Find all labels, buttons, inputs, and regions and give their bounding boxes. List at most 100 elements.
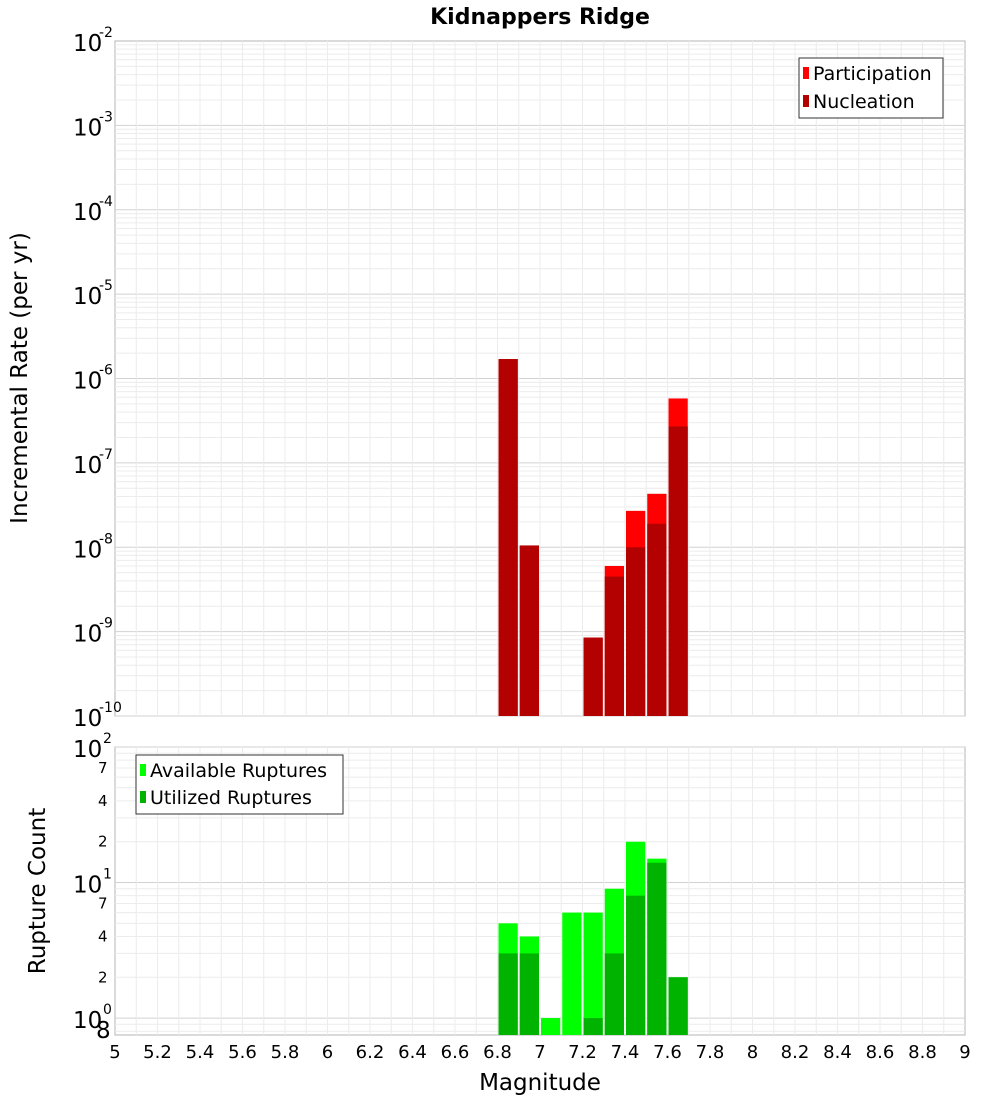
- x-tick-label: 7.4: [611, 1042, 640, 1063]
- x-tick-label: 5.8: [271, 1042, 300, 1063]
- count-y-minor-tick-label: 8: [96, 1018, 111, 1044]
- rate-y-tick-exponent: -10: [99, 700, 122, 716]
- rate-gridlines: [115, 41, 965, 717]
- utilized-ruptures-legend-label: Utilized Ruptures: [150, 787, 312, 809]
- nucleation-bar: [604, 576, 624, 716]
- count-y-tick-base: 10: [73, 737, 102, 763]
- rate-y-tick-base: 10: [73, 453, 102, 479]
- nucleation-legend-swatch: [803, 95, 809, 107]
- count-y-minor-tick-label: 7: [98, 895, 108, 913]
- x-tick-label: 6.4: [398, 1042, 427, 1063]
- nucleation-bar: [626, 547, 646, 716]
- utilized-ruptures-bar: [626, 895, 646, 1035]
- count-legend: Available Ruptures Utilized Ruptures: [135, 754, 344, 815]
- rate-y-tick-base: 10: [73, 31, 102, 57]
- rate-y-tick-exponent: -7: [99, 447, 113, 463]
- available-ruptures-bar: [541, 1018, 561, 1035]
- x-tick-label: 5.6: [228, 1042, 257, 1063]
- count-y-minor-tick-label: 4: [98, 927, 108, 945]
- utilized-ruptures-bar: [498, 953, 518, 1035]
- rate-y-tick-label: 10-5: [73, 278, 113, 310]
- utilized-ruptures-legend-swatch: [140, 791, 146, 803]
- rate-y-tick-label: 10-3: [73, 109, 113, 141]
- utilized-ruptures-bar: [668, 977, 688, 1035]
- count-y-axis-title: Rupture Count: [25, 808, 51, 974]
- x-tick-label: 5: [109, 1042, 120, 1063]
- rate-y-tick-base: 10: [73, 706, 102, 732]
- x-tick-labels: 5 5.2 5.4 5.6 5.8 6 6.2 6.4 6.6 6.8 7 7.2 7.4 7.6 7.8 8…: [109, 1042, 970, 1063]
- rate-panel: Kidnappers Ridge 10-1010-910-810-710-610…: [7, 5, 966, 732]
- rate-y-tick-base: 10: [73, 537, 102, 563]
- x-tick-label: 7.2: [568, 1042, 597, 1063]
- x-tick-label: 8.2: [781, 1042, 810, 1063]
- x-tick-label: 6.8: [483, 1042, 512, 1063]
- x-tick-label: 7.6: [653, 1042, 682, 1063]
- rate-y-tick-base: 10: [73, 622, 102, 648]
- utilized-ruptures-bar: [519, 953, 539, 1035]
- rate-y-tick-exponent: -5: [99, 278, 113, 294]
- x-tick-label: 7.8: [696, 1042, 725, 1063]
- x-tick-label: 6: [322, 1042, 333, 1063]
- rate-legend-box: [798, 57, 944, 119]
- rate-y-tick-label: 10-6: [73, 363, 113, 395]
- available-ruptures-legend-swatch: [140, 764, 146, 776]
- x-tick-label: 8.8: [908, 1042, 937, 1063]
- rate-y-tick-label: 10-10: [73, 700, 122, 732]
- rate-y-tick-label: 10-8: [73, 531, 113, 563]
- count-y-major-tick-label: 10 1: [73, 867, 112, 899]
- nucleation-bar: [583, 637, 603, 716]
- participation-legend-swatch: [803, 67, 809, 79]
- rate-y-axis-title: Incremental Rate (per yr): [7, 232, 33, 524]
- nucleation-bar: [519, 545, 539, 716]
- x-tick-label: 5.2: [143, 1042, 172, 1063]
- nucleation-bar: [647, 523, 667, 716]
- rate-y-tick-label: 10-9: [73, 616, 113, 648]
- rate-y-tick-exponent: -6: [99, 363, 113, 379]
- x-tick-label: 6.6: [441, 1042, 470, 1063]
- count-y-minor-tick-label: 4: [98, 792, 108, 810]
- x-tick-label: 7: [534, 1042, 545, 1063]
- count-y-tick-base: 10: [73, 873, 102, 899]
- rate-y-tick-exponent: -8: [99, 531, 113, 547]
- x-tick-label: 8: [747, 1042, 758, 1063]
- count-y-tick-exponent: 1: [103, 867, 112, 883]
- available-ruptures-bar: [583, 912, 603, 1035]
- utilized-ruptures-bar: [604, 953, 624, 1035]
- x-tick-label: 6.2: [356, 1042, 385, 1063]
- count-y-minor-tick-label: 2: [98, 833, 108, 851]
- x-tick-label: 8.4: [823, 1042, 852, 1063]
- rate-legend: Participation Nucleation: [798, 57, 944, 119]
- count-y-minor-tick-label: 7: [98, 759, 108, 777]
- count-y-tick-base: 10: [73, 1008, 102, 1034]
- count-y-major-tick-label: 10 0: [73, 1002, 112, 1034]
- count-y-minor-tick-label: 2: [98, 968, 108, 986]
- rate-y-tick-base: 10: [73, 284, 102, 310]
- utilized-ruptures-bar: [647, 862, 667, 1035]
- count-y-tick-exponent: 0: [103, 1002, 112, 1018]
- rate-y-tick-base: 10: [73, 115, 102, 141]
- rate-y-tick-exponent: -2: [99, 25, 113, 41]
- count-bars: [498, 841, 688, 1035]
- x-tick-label: 8.6: [866, 1042, 895, 1063]
- rate-y-tick-label: 10-4: [73, 194, 113, 226]
- x-tick-label: 9: [959, 1042, 970, 1063]
- rate-y-tick-exponent: -4: [99, 194, 113, 210]
- participation-legend-label: Participation: [813, 63, 932, 85]
- utilized-ruptures-bar: [583, 1018, 603, 1035]
- nucleation-bar: [498, 359, 518, 716]
- rate-y-tick-label: 10-7: [73, 447, 113, 479]
- rate-y-tick-base: 10: [73, 200, 102, 226]
- rate-y-tick-label: 10-2: [73, 25, 113, 57]
- nucleation-legend-label: Nucleation: [813, 91, 915, 113]
- rate-bars: [498, 359, 688, 716]
- available-ruptures-bar: [562, 912, 582, 1035]
- nucleation-bar: [668, 426, 688, 716]
- count-y-major-tick-label: 10 2: [73, 731, 112, 763]
- x-axis-title: Magnitude: [479, 1070, 601, 1096]
- rate-y-tick-base: 10: [73, 369, 102, 395]
- rate-y-tick-exponent: -3: [99, 109, 113, 125]
